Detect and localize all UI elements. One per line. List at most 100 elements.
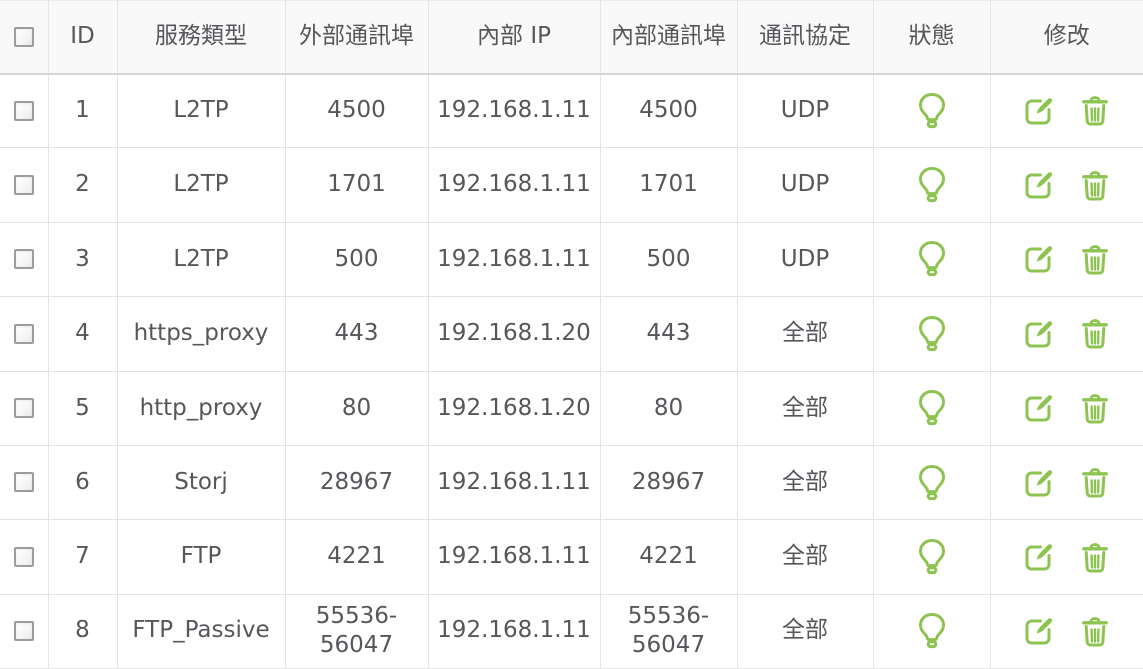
cell-protocol: 全部 — [737, 296, 874, 372]
trash-icon — [1082, 616, 1109, 647]
row-checkbox[interactable] — [13, 398, 34, 419]
table-row: 8 FTP_Passive 55536-56047 192.168.1.11 5… — [0, 594, 1143, 669]
trash-icon — [1082, 319, 1109, 349]
cell-status — [873, 594, 991, 669]
cell-id: 2 — [48, 147, 118, 223]
cell-external-port: 4500 — [285, 73, 429, 149]
delete-button[interactable] — [1081, 170, 1109, 201]
edit-button[interactable] — [1024, 170, 1054, 200]
edit-button[interactable] — [1024, 616, 1054, 646]
edit-button[interactable] — [1024, 393, 1054, 423]
header-protocol: 通訊協定 — [737, 0, 874, 75]
row-checkbox[interactable] — [13, 620, 34, 641]
edit-icon — [1025, 618, 1053, 645]
status-toggle-button[interactable] — [917, 315, 947, 353]
row-checkbox[interactable] — [13, 174, 34, 195]
row-checkbox[interactable] — [13, 100, 34, 121]
cell-external-port: 443 — [285, 296, 429, 372]
cell-select — [0, 371, 49, 446]
cell-protocol: 全部 — [737, 594, 874, 669]
status-toggle-button[interactable] — [917, 389, 947, 427]
header-service-type: 服務類型 — [117, 0, 286, 75]
table-body: 1 L2TP 4500 192.168.1.11 4500 UDP — [0, 73, 1143, 669]
status-toggle-button[interactable] — [917, 92, 947, 130]
row-checkbox[interactable] — [13, 472, 34, 493]
cell-service-type: L2TP — [117, 222, 286, 298]
cell-internal-port: 80 — [600, 371, 738, 446]
cell-select — [0, 445, 49, 521]
cell-service-type: L2TP — [117, 73, 286, 149]
table-header-row: ID 服務類型 外部通訊埠 內部 IP 內部通訊埠 通訊協定 狀態 修改 — [0, 0, 1143, 75]
cell-internal-port: 1701 — [600, 147, 738, 223]
delete-button[interactable] — [1081, 95, 1109, 126]
cell-protocol: UDP — [737, 222, 874, 298]
header-internal-ip: 內部 IP — [428, 0, 601, 75]
cell-protocol: UDP — [737, 73, 874, 149]
table-row: 2 L2TP 1701 192.168.1.11 1701 UDP — [0, 147, 1143, 223]
edit-icon — [1025, 172, 1053, 199]
status-toggle-button[interactable] — [917, 166, 947, 204]
row-checkbox[interactable] — [13, 249, 34, 270]
edit-button[interactable] — [1024, 468, 1054, 498]
edit-button[interactable] — [1024, 542, 1054, 572]
trash-icon — [1082, 393, 1109, 424]
cell-modify — [990, 445, 1143, 521]
row-checkbox[interactable] — [13, 323, 34, 344]
edit-button[interactable] — [1024, 319, 1054, 349]
lightbulb-icon — [918, 315, 945, 351]
cell-select — [0, 147, 49, 223]
edit-icon — [1025, 544, 1053, 571]
status-toggle-button[interactable] — [917, 464, 947, 502]
cell-status — [873, 222, 991, 298]
cell-select — [0, 296, 49, 372]
delete-button[interactable] — [1081, 616, 1109, 647]
cell-modify — [990, 73, 1143, 149]
cell-select — [0, 519, 49, 595]
cell-external-port: 80 — [285, 371, 429, 446]
header-select — [0, 0, 49, 75]
edit-icon — [1025, 246, 1053, 273]
lightbulb-icon — [918, 92, 945, 129]
row-checkbox[interactable] — [13, 546, 34, 567]
select-all-checkbox[interactable] — [13, 26, 34, 47]
lightbulb-icon — [918, 390, 945, 426]
status-toggle-button[interactable] — [917, 240, 947, 278]
table-row: 7 FTP 4221 192.168.1.11 4221 全部 — [0, 519, 1143, 595]
cell-external-port: 1701 — [285, 147, 429, 223]
edit-icon — [1025, 321, 1053, 348]
cell-modify — [990, 371, 1143, 446]
cell-select — [0, 73, 49, 149]
cell-internal-port: 4500 — [600, 73, 738, 149]
edit-button[interactable] — [1024, 244, 1054, 274]
cell-internal-ip: 192.168.1.11 — [428, 147, 601, 223]
status-toggle-button[interactable] — [917, 612, 947, 650]
delete-button[interactable] — [1081, 244, 1109, 275]
edit-icon — [1025, 469, 1053, 497]
cell-internal-ip: 192.168.1.11 — [428, 445, 601, 521]
trash-icon — [1082, 542, 1109, 573]
cell-modify — [990, 296, 1143, 372]
cell-internal-ip: 192.168.1.11 — [428, 222, 601, 298]
delete-button[interactable] — [1081, 393, 1109, 424]
cell-status — [873, 519, 991, 595]
lightbulb-icon — [918, 613, 945, 649]
cell-id: 1 — [48, 73, 118, 149]
lightbulb-icon — [918, 539, 945, 575]
delete-button[interactable] — [1081, 467, 1109, 498]
cell-service-type: Storj — [117, 445, 286, 521]
status-toggle-button[interactable] — [917, 538, 947, 576]
cell-internal-port: 4221 — [600, 519, 738, 595]
cell-id: 6 — [48, 445, 118, 521]
delete-button[interactable] — [1081, 318, 1109, 349]
cell-internal-ip: 192.168.1.11 — [428, 73, 601, 149]
cell-status — [873, 445, 991, 521]
cell-service-type: L2TP — [117, 147, 286, 223]
cell-id: 8 — [48, 594, 118, 669]
cell-service-type: https_proxy — [117, 296, 286, 372]
edit-button[interactable] — [1024, 96, 1054, 126]
cell-protocol: UDP — [737, 147, 874, 223]
cell-internal-port: 443 — [600, 296, 738, 372]
cell-select — [0, 222, 49, 298]
delete-button[interactable] — [1081, 542, 1109, 573]
table-row: 3 L2TP 500 192.168.1.11 500 UDP — [0, 222, 1143, 298]
